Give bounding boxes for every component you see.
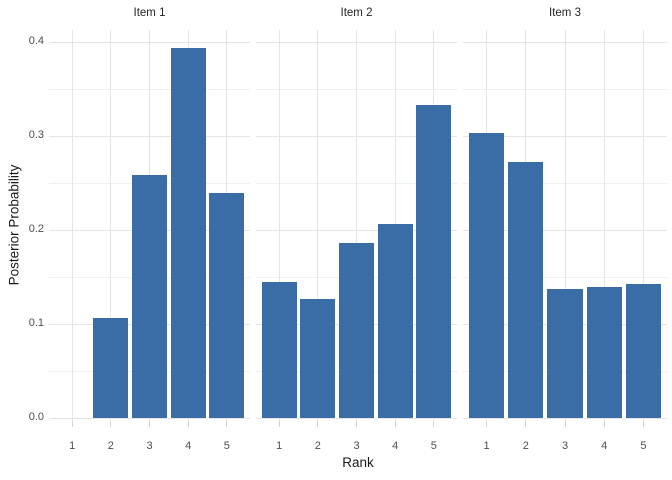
bar	[300, 298, 336, 418]
x-axis-title: Rank	[342, 455, 374, 470]
x-axis-tick	[642, 421, 644, 427]
x-axis-tick	[187, 421, 189, 427]
bar	[209, 192, 245, 418]
facet-title: Item 3	[549, 7, 581, 19]
bar	[416, 105, 452, 418]
bar	[586, 286, 622, 418]
x-axis-tick	[149, 421, 150, 427]
facet-panel	[256, 30, 457, 421]
bar	[468, 132, 505, 418]
x-axis-tick-label: 4	[601, 440, 608, 452]
x-axis-tick	[356, 421, 357, 427]
vertical-gridline	[110, 30, 112, 421]
x-axis-tick	[110, 421, 112, 427]
bar	[547, 289, 583, 418]
x-axis-tick-label: 2	[107, 440, 114, 452]
y-axis-tick-label: 0.4	[28, 35, 44, 48]
facet-panel	[463, 30, 667, 421]
x-axis-tick-label: 5	[430, 440, 437, 452]
x-axis-tick	[564, 421, 566, 427]
x-axis-tick-label: 1	[69, 440, 76, 452]
x-axis-tick-label: 4	[185, 440, 192, 452]
x-axis-tick-label: 5	[223, 440, 230, 452]
x-axis-tick	[278, 421, 280, 427]
x-axis-tick-label: 3	[561, 440, 569, 452]
vertical-gridline	[317, 30, 319, 421]
y-axis-tick-label: 0.1	[28, 317, 44, 330]
x-axis-tick-label: 1	[483, 440, 490, 452]
x-axis-tick-label: 3	[146, 440, 153, 452]
bar	[508, 161, 544, 418]
bar	[93, 318, 129, 418]
bar	[170, 48, 206, 418]
vertical-gridline	[642, 30, 644, 421]
vertical-gridline	[278, 30, 280, 421]
facet-panel	[49, 30, 250, 421]
y-axis-tick-label: 0.2	[28, 223, 44, 236]
x-axis-tick	[603, 421, 605, 427]
bar	[132, 174, 167, 418]
y-axis-tick-label: 0.0	[28, 411, 44, 423]
bar	[261, 281, 297, 418]
x-axis-tick	[433, 421, 435, 427]
bar	[377, 223, 413, 418]
x-axis-tick-label: 2	[522, 440, 529, 452]
x-axis-tick	[317, 421, 319, 427]
bar	[339, 243, 374, 418]
x-axis-tick-label: 3	[353, 440, 360, 452]
bar	[625, 283, 662, 418]
vertical-gridline	[564, 30, 566, 421]
x-axis-tick-label: 5	[640, 440, 647, 452]
x-axis-tick-label: 2	[314, 440, 321, 452]
x-axis-tick	[486, 421, 488, 427]
vertical-gridline	[603, 30, 605, 421]
x-axis-tick	[226, 421, 228, 427]
facet-title: Item 1	[133, 7, 166, 19]
y-axis-tick-label: 0.3	[28, 129, 44, 142]
x-axis-tick	[71, 421, 73, 427]
vertical-gridline	[71, 30, 73, 421]
x-axis-tick-label: 1	[276, 440, 283, 452]
x-axis-tick	[394, 421, 396, 427]
x-axis-tick-label: 4	[392, 440, 399, 452]
x-axis-tick	[525, 421, 527, 427]
vertical-gridline	[356, 30, 357, 421]
facet-title: Item 2	[340, 7, 373, 19]
